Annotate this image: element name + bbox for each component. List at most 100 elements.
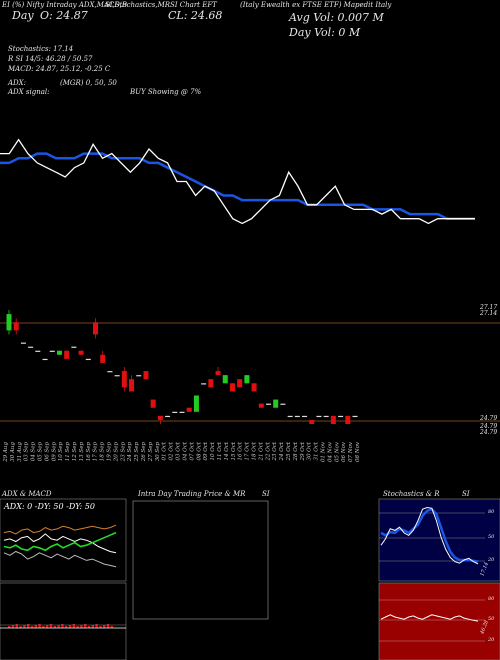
rsi-label-50: 50 (488, 616, 495, 622)
date-tick-label: 22 Oct (265, 441, 271, 461)
candle-body (143, 371, 149, 380)
date-tick-label: 14 Oct (224, 441, 230, 460)
stoch-panel-bg (378, 498, 500, 582)
date-tick-label: 07 Nov (348, 441, 354, 462)
date-tick-label: 08 Oct (196, 441, 202, 460)
candle-body (309, 419, 315, 424)
date-tick-label: 11 Sep (65, 442, 71, 462)
date-tick-label: 09 Oct (203, 441, 209, 460)
candle-body (6, 314, 12, 331)
candle-body (222, 375, 228, 384)
macd-bar (19, 626, 22, 628)
macd-bar (15, 624, 18, 628)
adx-signal-label: ADX signal: (8, 88, 50, 96)
date-tick-label: 26 Sep (141, 442, 147, 463)
price-label-mid: 24.79 (480, 415, 498, 422)
stoch-label-50: 50 (488, 534, 495, 540)
candle-body (85, 358, 91, 361)
adx-macd-title: ADX & MACD (2, 490, 52, 498)
date-tick-label: 23 Oct (272, 441, 278, 461)
header-title-mid2: SI Chart EFT (170, 1, 217, 9)
adx-trend-line (3, 550, 117, 568)
macd-bar (110, 626, 113, 628)
date-tick-label: 18 Oct (251, 441, 257, 460)
price-label-top-b: 27.14 (480, 310, 498, 317)
date-tick-label: 11 Oct (217, 441, 223, 460)
macd-bar (38, 624, 41, 628)
candle-body (345, 415, 351, 424)
candle-body (42, 358, 48, 361)
macd-bar (99, 626, 102, 628)
price-label-top-a: 27.17 (480, 304, 498, 311)
date-tick-label: 29 Aug (3, 442, 9, 463)
date-tick-label: 06 Sep (44, 442, 50, 462)
macd-bar (23, 625, 26, 628)
candle-body (201, 383, 207, 385)
candle-body (64, 350, 70, 359)
date-axis: 29 Aug 30 Aug 31 Aug 03 Sep 04 Sep 05 Sep 06 S… (3, 441, 361, 463)
macd-bar (103, 625, 106, 628)
candle-body (13, 322, 19, 331)
macd-bar (65, 626, 68, 628)
date-tick-label: 02 Oct (169, 441, 175, 460)
date-tick-label: 10 Oct (210, 441, 216, 460)
candle-body (266, 403, 271, 405)
macd-bar (91, 625, 94, 628)
macd-bar (30, 626, 34, 628)
rsi-readout: R SI 14/5: 46.28 / 50.57 (8, 55, 93, 63)
candle-body (150, 399, 156, 408)
date-tick-label: 25 Oct (286, 441, 292, 461)
candle-body (172, 411, 178, 413)
date-tick-label: 16 Oct (238, 441, 244, 460)
candle-body (78, 350, 84, 355)
macd-bar (11, 625, 15, 628)
mgr-readout: (MGR) 0, 50, 50 (60, 79, 117, 87)
avg-volume: Avg Vol: 0.007 M (289, 11, 384, 24)
date-tick-label: 08 Nov (355, 441, 361, 462)
intraday-panel (132, 500, 269, 620)
date-tick-label: 04 Nov (327, 441, 333, 462)
macd-bar (61, 624, 64, 628)
candle-body (273, 399, 279, 408)
macd-bar (106, 624, 110, 628)
macd-readout: MACD: 24.87, 25.12, -0.25 C (8, 65, 111, 73)
price-label-low-a: 24.79 (480, 423, 498, 430)
adx-main-line (3, 531, 117, 552)
macd-histogram (8, 624, 113, 628)
macd-bar (95, 624, 98, 628)
date-tick-label: 20 Sep (113, 442, 119, 463)
candle-body (129, 379, 135, 392)
rsi-line (380, 614, 479, 622)
macd-bar (8, 626, 11, 628)
date-tick-label: 30 Aug (10, 442, 16, 462)
price-label-low-b: 24.79 (480, 429, 498, 436)
close-price-line (0, 138, 475, 225)
date-tick-label: 27 Sep (148, 442, 154, 463)
date-tick-label: 09 Sep (51, 442, 57, 462)
macd-bar (87, 626, 91, 628)
day-volume: Day Vol: 0 M (289, 26, 361, 39)
macd-bar (57, 625, 60, 628)
date-tick-label: 30 Sep (155, 442, 161, 462)
candle-body (165, 415, 171, 418)
stoch-label-80: 80 (488, 509, 495, 515)
macd-bar (68, 625, 72, 628)
adx-di-minus-line (3, 533, 117, 554)
date-tick-label: 25 Sep (134, 442, 140, 463)
candle-body (229, 383, 235, 392)
date-tick-label: 23 Sep (120, 442, 126, 463)
date-tick-label: 04 Sep (31, 442, 37, 462)
date-tick-label: 07 Oct (189, 441, 195, 460)
stochastics-panel (378, 498, 500, 582)
date-tick-label: 05 Sep (38, 442, 44, 462)
buy-signal-label: BUY Showing @ 7% (130, 88, 202, 96)
date-tick-label: 15 Oct (231, 441, 237, 460)
candle-body (352, 415, 358, 418)
candle-body (251, 383, 257, 392)
date-tick-label: 17 Oct (245, 441, 251, 460)
header-title-left: EI (%) Nifty Intraday ADX,MACD,B (2, 1, 128, 9)
macd-panel-frame (0, 582, 127, 660)
macd-bar (53, 626, 56, 628)
candle-body (93, 322, 98, 335)
date-tick-label: 29 Oct (300, 441, 306, 461)
